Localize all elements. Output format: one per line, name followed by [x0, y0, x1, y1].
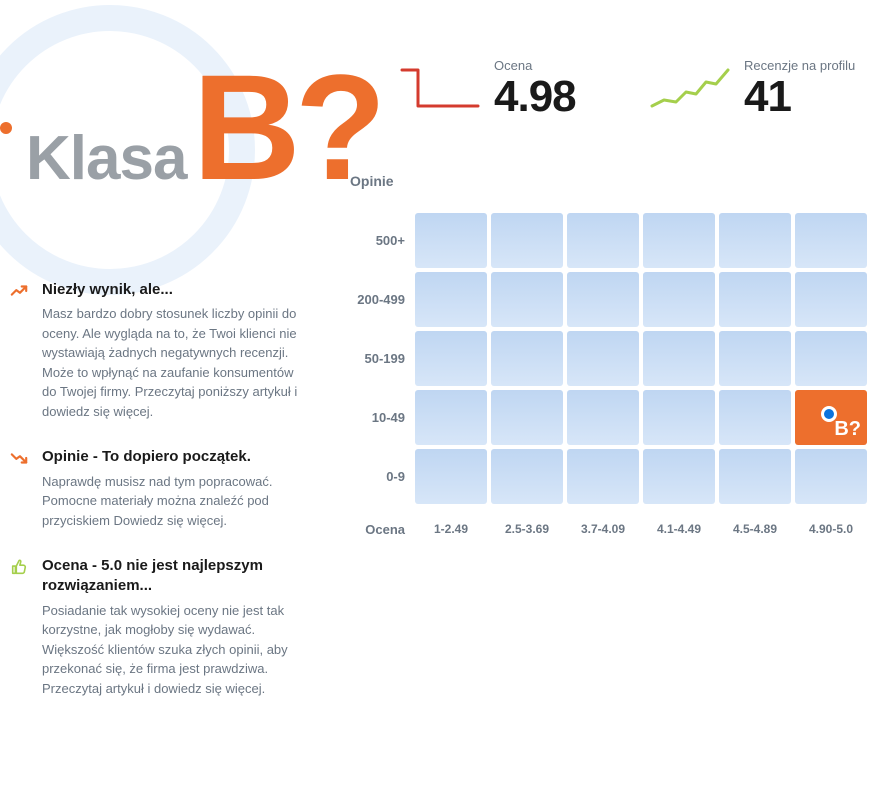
klasa-label: Klasa [26, 123, 186, 194]
heatmap-cell [719, 272, 791, 327]
heatmap-cell [415, 331, 487, 386]
insight-item-body: Opinie - To dopiero początek. Naprawdę mu… [42, 447, 310, 530]
heatmap-cell [643, 331, 715, 386]
heatmap-x-label: 3.7-4.09 [567, 522, 639, 537]
heatmap-row-label: 200-499 [335, 292, 415, 307]
insight-item-title: Ocena - 5.0 nie jest najlepszym rozwiąza… [42, 556, 310, 597]
metric-rating-value: 4.98 [494, 75, 576, 119]
heatmap-cell [719, 449, 791, 504]
heatmap-row: 200-499 [335, 272, 883, 327]
heatmap-cell [795, 272, 867, 327]
heatmap-row: 0-9 [335, 449, 883, 504]
heatmap-cell [567, 390, 639, 445]
heatmap-cell [795, 331, 867, 386]
heatmap-cell [795, 213, 867, 268]
heatmap-row-cells [415, 331, 867, 386]
insight-list: Niezły wynik, ale... Masz bardzo dobry st… [10, 280, 310, 724]
heatmap-x-label: 2.5-3.69 [491, 522, 563, 537]
metric-rating: Ocena 4.98 [400, 58, 576, 119]
rating-sparkline-icon [400, 64, 480, 114]
heatmap-x-labels: Ocena 1-2.49 2.5-3.69 3.7-4.09 4.1-4.49 4.5-… [335, 522, 883, 537]
heatmap-row: 10-49 [335, 390, 883, 445]
klasa-grade: B? [192, 60, 380, 195]
heatmap-cell [643, 213, 715, 268]
page-root: Klasa B? Ocena 4.98 Recenzje na profilu … [0, 0, 896, 795]
heatmap-cell [719, 213, 791, 268]
heatmap-cell [719, 390, 791, 445]
heatmap-cell [415, 449, 487, 504]
trend-down-orange-icon [10, 449, 30, 530]
heatmap-row-label: 500+ [335, 233, 415, 248]
insight-item: Ocena - 5.0 nie jest najlepszym rozwiąza… [10, 556, 310, 698]
insight-item-desc: Naprawdę musisz nad tym popracować. Pomo… [42, 472, 310, 531]
heatmap-cell [795, 449, 867, 504]
heatmap-cell [643, 272, 715, 327]
heatmap-cell [491, 390, 563, 445]
insight-item-body: Ocena - 5.0 nie jest najlepszym rozwiąza… [42, 556, 310, 698]
klasa-headline: Klasa B? [0, 60, 380, 195]
heatmap-row-cells [415, 272, 867, 327]
heatmap-row-label: 10-49 [335, 410, 415, 425]
insight-item-desc: Masz bardzo dobry stosunek liczby opinii… [42, 304, 310, 421]
heatmap-cell [719, 331, 791, 386]
metric-reviews-value: 41 [744, 75, 791, 119]
insight-item: Opinie - To dopiero początek. Naprawdę mu… [10, 447, 310, 530]
heatmap-cell [415, 213, 487, 268]
heatmap-cell [567, 272, 639, 327]
heatmap-cell [491, 331, 563, 386]
heatmap-cell [567, 331, 639, 386]
heatmap-row-cells [415, 390, 867, 445]
heatmap-row-label: 0-9 [335, 469, 415, 484]
heatmap-cell [491, 213, 563, 268]
heatmap-x-title: Ocena [335, 522, 415, 537]
heatmap-cell [567, 449, 639, 504]
metric-reviews: Recenzje na profilu 41 [650, 58, 855, 119]
metric-reviews-label: Recenzje na profilu [744, 58, 855, 73]
trend-up-orange-icon [10, 282, 30, 421]
metric-reviews-text: Recenzje na profilu 41 [744, 58, 855, 119]
heatmap-x-label: 4.5-4.89 [719, 522, 791, 537]
heatmap-cell [643, 449, 715, 504]
heatmap-cell-active [795, 390, 867, 445]
insight-item-desc: Posiadanie tak wysokiej oceny nie jest t… [42, 601, 310, 699]
heatmap-cell [415, 272, 487, 327]
heatmap-row: 50-199 [335, 331, 883, 386]
insight-item: Niezły wynik, ale... Masz bardzo dobry st… [10, 280, 310, 421]
heatmap-row-label: 50-199 [335, 351, 415, 366]
heatmap-row-cells [415, 449, 867, 504]
reviews-sparkline-icon [650, 64, 730, 114]
heatmap-x-label: 4.90-5.0 [795, 522, 867, 537]
heatmap-cell [643, 390, 715, 445]
heatmap-row: 500+ [335, 213, 883, 268]
heatmap-cell [415, 390, 487, 445]
insight-item-title: Niezły wynik, ale... [42, 280, 310, 300]
heatmap-cell [491, 449, 563, 504]
metric-rating-text: Ocena 4.98 [494, 58, 576, 119]
insight-item-body: Niezły wynik, ale... Masz bardzo dobry st… [42, 280, 310, 421]
insight-item-title: Opinie - To dopiero początek. [42, 447, 310, 467]
heatmap-cell [567, 213, 639, 268]
heatmap: 500+ 200-499 50-199 10-49 0-9 Ocena 1-2.49 2.… [335, 213, 883, 537]
heatmap-cell [491, 272, 563, 327]
heatmap-x-label: 4.1-4.49 [643, 522, 715, 537]
bullet-dot-icon [0, 122, 12, 134]
thumb-up-green-icon [10, 558, 30, 698]
metric-rating-label: Ocena [494, 58, 532, 73]
heatmap-row-cells [415, 213, 867, 268]
heatmap-x-label: 1-2.49 [415, 522, 487, 537]
